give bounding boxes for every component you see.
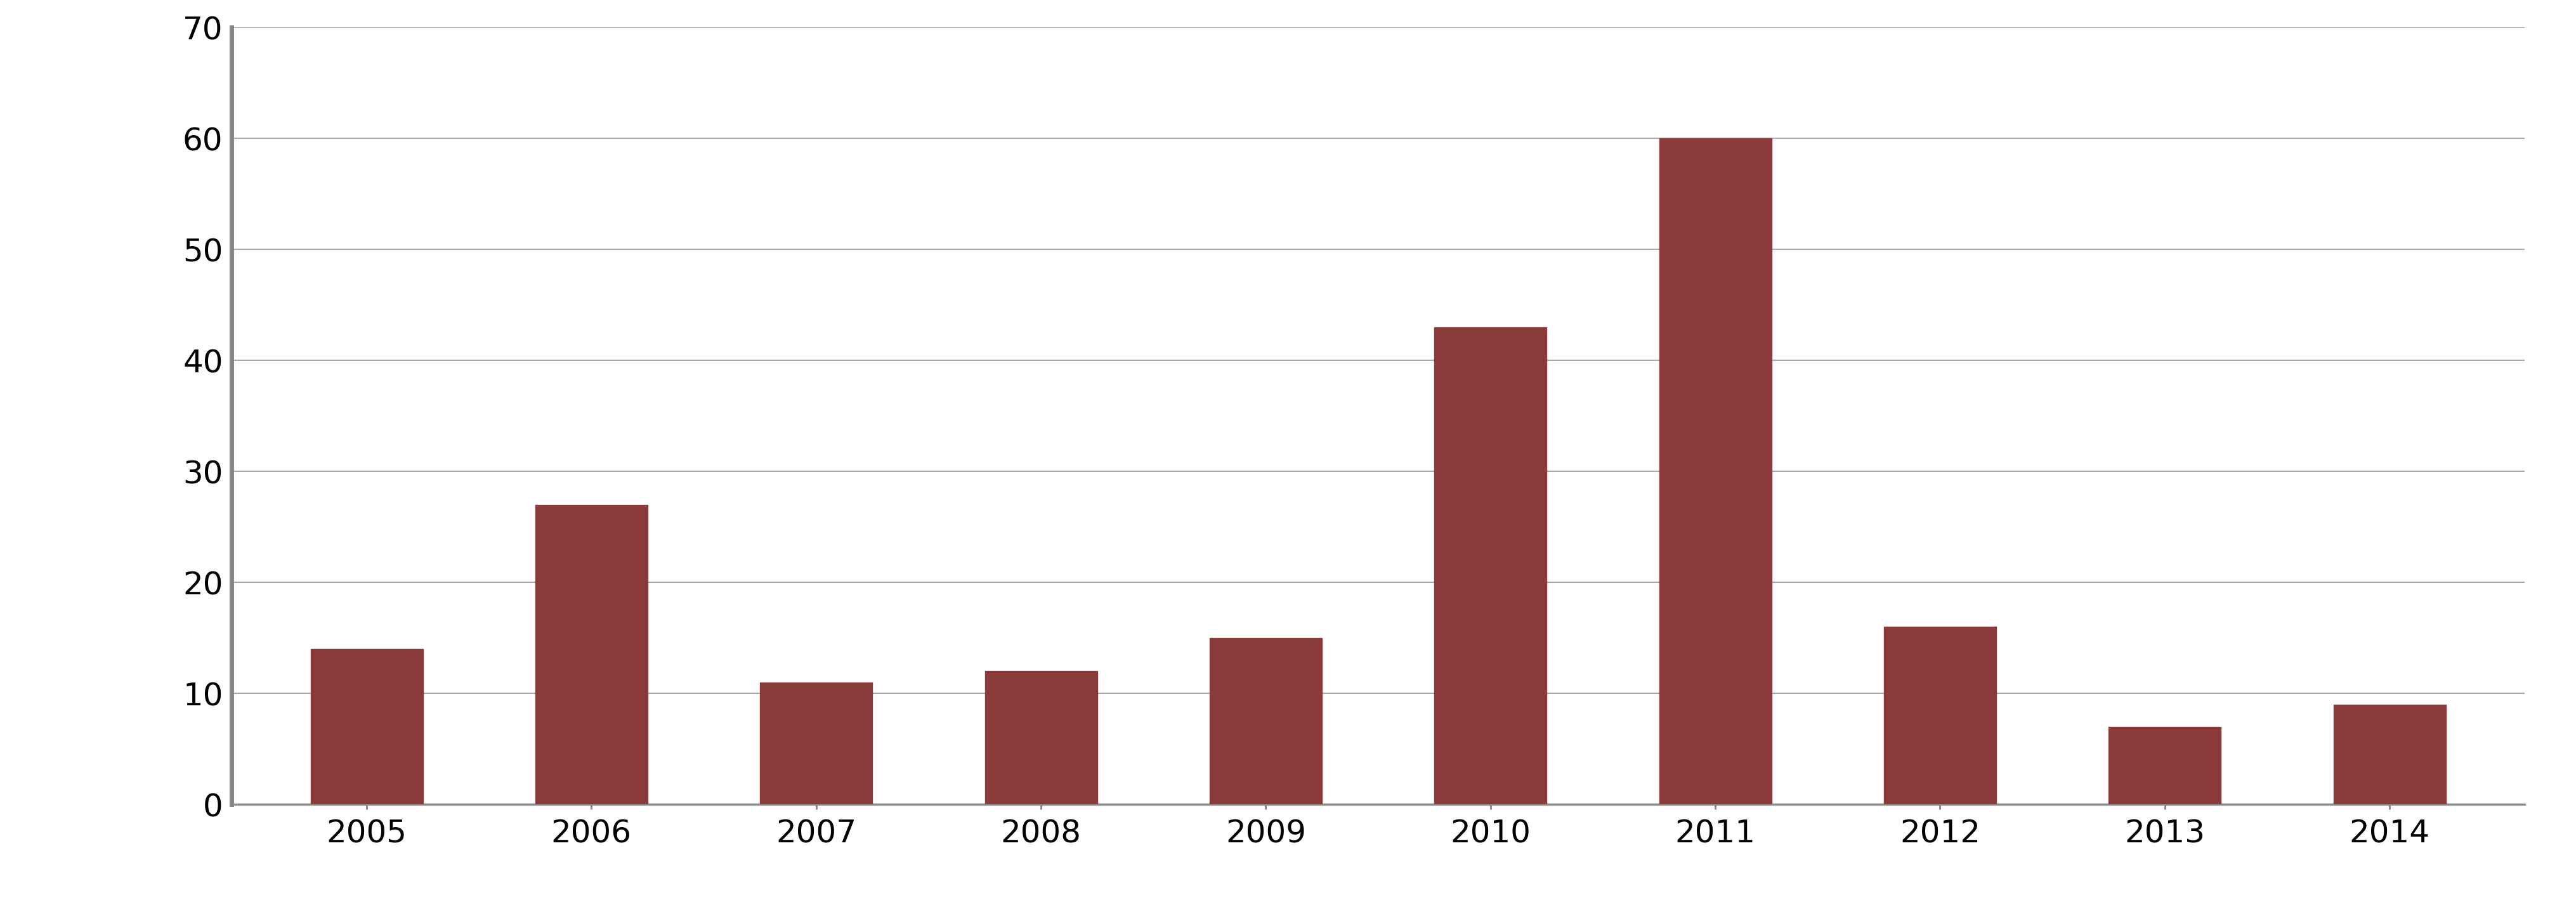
Bar: [2334, 705, 2445, 804]
Bar: [984, 671, 1097, 804]
Bar: [536, 505, 647, 804]
Bar: [2110, 727, 2221, 804]
Bar: [312, 649, 422, 804]
Bar: [1435, 327, 1546, 804]
Bar: [760, 682, 873, 804]
Bar: [1659, 138, 1772, 804]
Bar: [1883, 627, 1996, 804]
Bar: [1211, 638, 1321, 804]
